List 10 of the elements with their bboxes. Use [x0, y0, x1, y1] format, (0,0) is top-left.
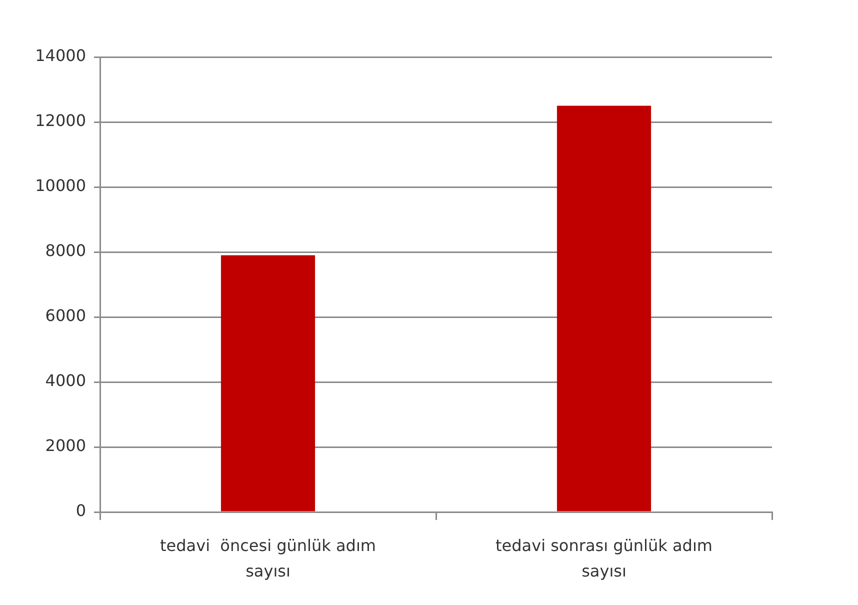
x-tick-label: tedavi sonrası günlük adım sayısı	[496, 536, 712, 581]
x-tick-label: tedavi öncesi günlük adım sayısı	[160, 536, 376, 581]
y-tick-label: 2000	[45, 436, 86, 456]
y-tick-label: 12000	[35, 111, 86, 130]
y-tick-label: 6000	[45, 306, 86, 326]
y-tick-label: 14000	[35, 46, 86, 66]
y-tick-label: 8000	[45, 241, 86, 260]
y-tick-label: 10000	[35, 176, 86, 196]
y-tick-label: 0	[76, 501, 86, 520]
y-tick-label: 4000	[45, 371, 86, 390]
